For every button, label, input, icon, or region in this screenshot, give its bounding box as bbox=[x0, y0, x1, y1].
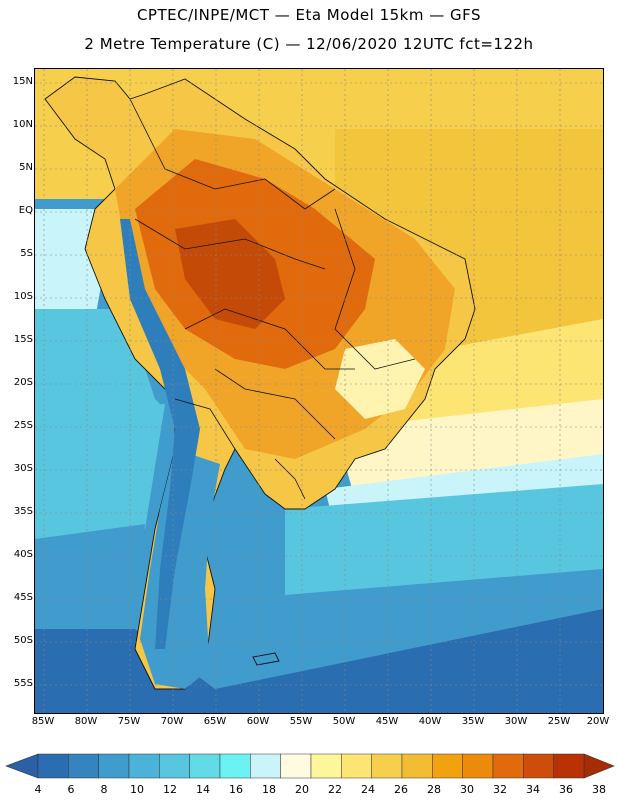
colorbar-label: 38 bbox=[592, 783, 606, 796]
colorbar-label: 30 bbox=[460, 783, 474, 796]
border-line bbox=[134, 218, 326, 270]
border-line bbox=[214, 368, 336, 440]
lat-label: 15N bbox=[12, 76, 33, 87]
lat-label: 10S bbox=[13, 291, 33, 302]
lon-label: 30W bbox=[504, 716, 528, 727]
colorbar-swatch bbox=[432, 753, 463, 779]
lat-label: 20S bbox=[13, 377, 33, 388]
lon-label: 60W bbox=[246, 716, 270, 727]
colorbar-swatch bbox=[37, 753, 69, 779]
colorbar-left-arrow bbox=[5, 753, 39, 779]
map-title: CPTEC/INPE/MCT — Eta Model 15km — GFS bbox=[136, 6, 482, 24]
colorbar-label: 28 bbox=[427, 783, 441, 796]
colorbar-swatch bbox=[371, 753, 403, 779]
land-pale-highlands bbox=[335, 339, 425, 419]
border-line bbox=[274, 458, 306, 500]
lat-label: 25S bbox=[13, 420, 33, 431]
lat-label: 35S bbox=[13, 506, 33, 517]
ocean-cool-band-east bbox=[235, 569, 603, 669]
colorbar-label: 36 bbox=[559, 783, 573, 796]
colorbar-label: 18 bbox=[262, 783, 276, 796]
lon-label: 40W bbox=[418, 716, 442, 727]
colorbar-swatch bbox=[280, 753, 312, 779]
colorbar-swatch bbox=[189, 753, 221, 779]
border-line bbox=[184, 308, 355, 370]
colorbar-label: 8 bbox=[100, 783, 108, 796]
lon-label: 45W bbox=[375, 716, 399, 727]
temperature-map bbox=[34, 68, 604, 714]
colorbar-label: 20 bbox=[295, 783, 309, 796]
lat-label: 15S bbox=[13, 334, 33, 345]
map-subtitle: 2 Metre Temperature (C) — 12/06/2020 12U… bbox=[84, 35, 534, 53]
border-line bbox=[334, 208, 416, 370]
lat-label: 5N bbox=[19, 162, 33, 173]
falkland-islands bbox=[252, 652, 280, 666]
lon-label: 65W bbox=[203, 716, 227, 727]
graticule bbox=[35, 69, 603, 713]
lon-label: 55W bbox=[289, 716, 313, 727]
colorbar-swatch bbox=[159, 753, 190, 779]
lat-label: 40S bbox=[13, 549, 33, 560]
colorbar-label: 14 bbox=[196, 783, 210, 796]
lat-label: 45S bbox=[13, 592, 33, 603]
colorbar-swatch bbox=[98, 753, 130, 779]
colorbar-swatch bbox=[128, 753, 160, 779]
colorbar-swatch bbox=[492, 753, 524, 779]
lon-label: 25W bbox=[547, 716, 571, 727]
colorbar-label: 34 bbox=[526, 783, 540, 796]
colorbar-label: 16 bbox=[229, 783, 243, 796]
colorbar-right-arrow bbox=[583, 753, 615, 779]
border-line bbox=[174, 398, 236, 450]
colorbar-label: 10 bbox=[130, 783, 144, 796]
colorbar-swatch bbox=[341, 753, 372, 779]
colorbar-swatch bbox=[250, 753, 281, 779]
colorbar-label: 4 bbox=[34, 783, 42, 796]
lat-label: 55S bbox=[13, 678, 33, 689]
colorbar-swatches bbox=[37, 753, 585, 779]
colorbar-swatch bbox=[462, 753, 494, 779]
temperature-colorbar bbox=[5, 753, 615, 779]
colorbar-swatch bbox=[401, 753, 433, 779]
colorbar-swatch bbox=[219, 753, 251, 779]
border-line bbox=[129, 98, 336, 210]
colorbar-label: 24 bbox=[361, 783, 375, 796]
lat-label: EQ bbox=[18, 205, 33, 216]
lon-label: 75W bbox=[117, 716, 141, 727]
land-andes-range bbox=[120, 219, 200, 649]
colorbar-swatch bbox=[523, 753, 554, 779]
colorbar-label: 32 bbox=[493, 783, 507, 796]
lon-label: 70W bbox=[160, 716, 184, 727]
colorbar-label: 6 bbox=[67, 783, 75, 796]
land-hot-core bbox=[175, 219, 285, 329]
ocean-mid-band-southwest bbox=[35, 404, 165, 539]
lon-label: 35W bbox=[461, 716, 485, 727]
colorbar-swatch bbox=[68, 753, 99, 779]
colorbar-swatch bbox=[553, 753, 585, 779]
colorbar-swatch bbox=[310, 753, 342, 779]
country-borders bbox=[129, 98, 416, 500]
colorbar-label: 12 bbox=[163, 783, 177, 796]
lon-label: 85W bbox=[31, 716, 55, 727]
lat-label: 50S bbox=[13, 635, 33, 646]
lat-label: 30S bbox=[13, 463, 33, 474]
colorbar-label: 22 bbox=[328, 783, 342, 796]
lat-label: 10N bbox=[12, 119, 33, 130]
lon-label: 50W bbox=[332, 716, 356, 727]
lon-label: 20W bbox=[586, 716, 610, 727]
ocean-cool-band-west bbox=[35, 524, 145, 629]
map-canvas bbox=[35, 69, 603, 713]
colorbar-label: 26 bbox=[394, 783, 408, 796]
lat-label: 5S bbox=[20, 248, 33, 259]
lon-label: 80W bbox=[74, 716, 98, 727]
